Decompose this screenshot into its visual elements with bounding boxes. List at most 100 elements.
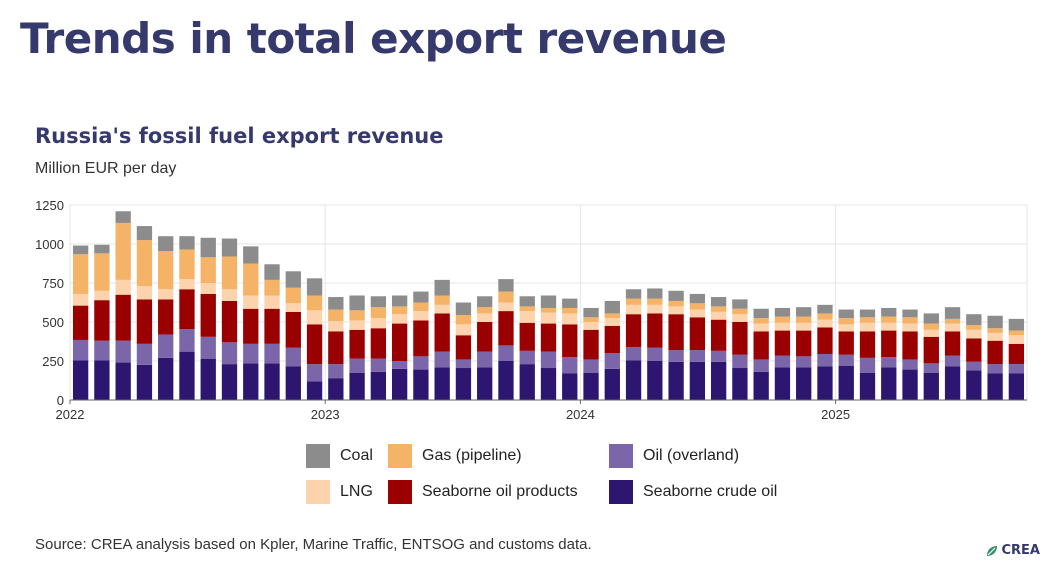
bar-segment-coal bbox=[625, 289, 642, 299]
bar-segment-coal bbox=[859, 309, 876, 318]
bar-segment-seaborne-crude-oil bbox=[902, 369, 918, 400]
bar-segment-lng bbox=[498, 302, 514, 312]
bar-segment-lng bbox=[158, 289, 174, 300]
bar-segment-lng bbox=[264, 295, 280, 309]
bar-segment-seaborne-oil-products bbox=[966, 338, 982, 362]
bar-segment-lng bbox=[562, 313, 578, 325]
bar-segment-lng bbox=[625, 304, 642, 315]
bar-segment-seaborne-crude-oil bbox=[349, 372, 365, 400]
y-tick-label: 250 bbox=[42, 354, 64, 369]
legend-item-seaborne-crude-oil: Seaborne crude oil bbox=[609, 478, 777, 506]
bar-segment-gas-pipeline bbox=[72, 254, 89, 294]
bar-segment-gas-pipeline bbox=[710, 306, 727, 312]
bar-segment-coal bbox=[647, 288, 663, 299]
bar-segment-seaborne-crude-oil bbox=[328, 378, 344, 400]
legend-item-coal: Coal bbox=[306, 442, 373, 470]
bar-segment-seaborne-crude-oil bbox=[1008, 373, 1025, 400]
x-tick-label: 2024 bbox=[566, 407, 595, 422]
bar-segment-oil-overland bbox=[774, 355, 791, 368]
legend-item-gas-pipeline: Gas (pipeline) bbox=[388, 442, 522, 470]
legend-swatch-lng bbox=[306, 480, 330, 504]
legend-swatch-coal bbox=[306, 444, 330, 468]
crea-logo-text: CREA bbox=[1001, 543, 1041, 558]
bar-segment-coal bbox=[604, 300, 620, 314]
bar-segment-lng bbox=[370, 318, 387, 329]
bar-segment-oil-overland bbox=[221, 342, 238, 365]
bar-segment-lng bbox=[732, 314, 748, 322]
bar-segment-seaborne-oil-products bbox=[923, 336, 939, 364]
legend-swatch-seaborne-oil-products bbox=[388, 480, 412, 504]
bar-segment-seaborne-oil-products bbox=[859, 331, 876, 358]
bar-segment-seaborne-oil-products bbox=[328, 331, 344, 365]
bar-segment-lng bbox=[583, 322, 599, 330]
bar-segment-coal bbox=[583, 307, 599, 318]
bar-segment-lng bbox=[221, 289, 238, 301]
bar-segment-seaborne-crude-oil bbox=[200, 358, 216, 400]
bar-segment-seaborne-oil-products bbox=[434, 313, 450, 352]
bar-segment-lng bbox=[540, 312, 557, 324]
bar-segment-seaborne-crude-oil bbox=[434, 367, 450, 400]
bar-segment-lng bbox=[838, 324, 854, 332]
bar-segment-oil-overland bbox=[540, 351, 557, 369]
bar-segment-coal bbox=[817, 304, 833, 314]
bar-segment-seaborne-oil-products bbox=[455, 335, 472, 360]
bar-segment-lng bbox=[647, 304, 663, 314]
bar-segment-seaborne-oil-products bbox=[625, 314, 642, 347]
bar-segment-oil-overland bbox=[285, 347, 301, 367]
crea-logo: CREA bbox=[985, 543, 1041, 558]
bar-segment-seaborne-oil-products bbox=[838, 331, 854, 355]
bar-segment-oil-overland bbox=[902, 359, 918, 370]
bar-segment-seaborne-oil-products bbox=[370, 328, 387, 359]
bar-segment-coal bbox=[391, 295, 408, 307]
bar-segment-gas-pipeline bbox=[179, 249, 195, 280]
bar-segment-gas-pipeline bbox=[158, 251, 174, 290]
bar-segment-lng bbox=[94, 290, 110, 301]
bar-segment-gas-pipeline bbox=[413, 302, 429, 312]
bar-segment-coal bbox=[94, 244, 110, 254]
bar-segment-seaborne-oil-products bbox=[498, 311, 514, 346]
bar-segment-seaborne-crude-oil bbox=[179, 351, 195, 400]
bar-segment-seaborne-crude-oil bbox=[413, 369, 429, 400]
bar-segment-gas-pipeline bbox=[732, 308, 748, 315]
bar-segment-seaborne-crude-oil bbox=[774, 367, 791, 400]
bar-segment-lng bbox=[923, 329, 939, 337]
bar-segment-oil-overland bbox=[370, 358, 387, 372]
bar-segment-seaborne-oil-products bbox=[540, 323, 557, 352]
bar-segment-gas-pipeline bbox=[881, 316, 897, 323]
bar-segment-seaborne-crude-oil bbox=[859, 372, 876, 400]
legend-item-lng: LNG bbox=[306, 478, 373, 506]
bar-segment-oil-overland bbox=[732, 354, 748, 369]
bar-segment-oil-overland bbox=[838, 354, 854, 366]
bar-segment-seaborne-crude-oil bbox=[668, 361, 684, 400]
bar-segment-seaborne-crude-oil bbox=[881, 367, 897, 400]
bar-segment-oil-overland bbox=[796, 356, 812, 368]
bar-segment-seaborne-oil-products bbox=[72, 305, 89, 340]
bar-segment-seaborne-oil-products bbox=[732, 322, 748, 355]
bar-segment-oil-overland bbox=[987, 364, 1003, 374]
bar-segment-seaborne-oil-products bbox=[115, 294, 131, 341]
bar-segment-oil-overland bbox=[328, 364, 344, 379]
bar-segment-seaborne-oil-products bbox=[647, 313, 663, 348]
bar-segment-coal bbox=[221, 238, 238, 257]
bar-segment-seaborne-oil-products bbox=[774, 330, 791, 356]
bar-segment-gas-pipeline bbox=[221, 256, 238, 290]
bar-segment-oil-overland bbox=[604, 353, 620, 369]
bar-segment-oil-overland bbox=[647, 347, 663, 361]
bar-segment-seaborne-oil-products bbox=[158, 299, 174, 335]
bar-segment-oil-overland bbox=[625, 346, 642, 361]
bar-segment-coal bbox=[987, 315, 1003, 329]
bar-segment-lng bbox=[391, 314, 408, 324]
legend-label-seaborne-crude-oil: Seaborne crude oil bbox=[643, 483, 778, 500]
bar-segment-lng bbox=[72, 293, 89, 306]
bar-segment-seaborne-crude-oil bbox=[285, 366, 301, 400]
bar-segment-seaborne-oil-products bbox=[179, 289, 195, 330]
bar-segment-lng bbox=[753, 323, 769, 332]
bar-segment-seaborne-oil-products bbox=[136, 299, 153, 344]
bar-segment-oil-overland bbox=[1008, 364, 1025, 374]
bar-segment-gas-pipeline bbox=[434, 295, 450, 305]
y-tick-label: 1000 bbox=[35, 237, 64, 252]
bar-segment-lng bbox=[179, 279, 195, 290]
bar-segment-coal bbox=[774, 307, 791, 317]
bar-segment-seaborne-oil-products bbox=[753, 331, 769, 360]
bar-segment-oil-overland bbox=[817, 353, 833, 367]
